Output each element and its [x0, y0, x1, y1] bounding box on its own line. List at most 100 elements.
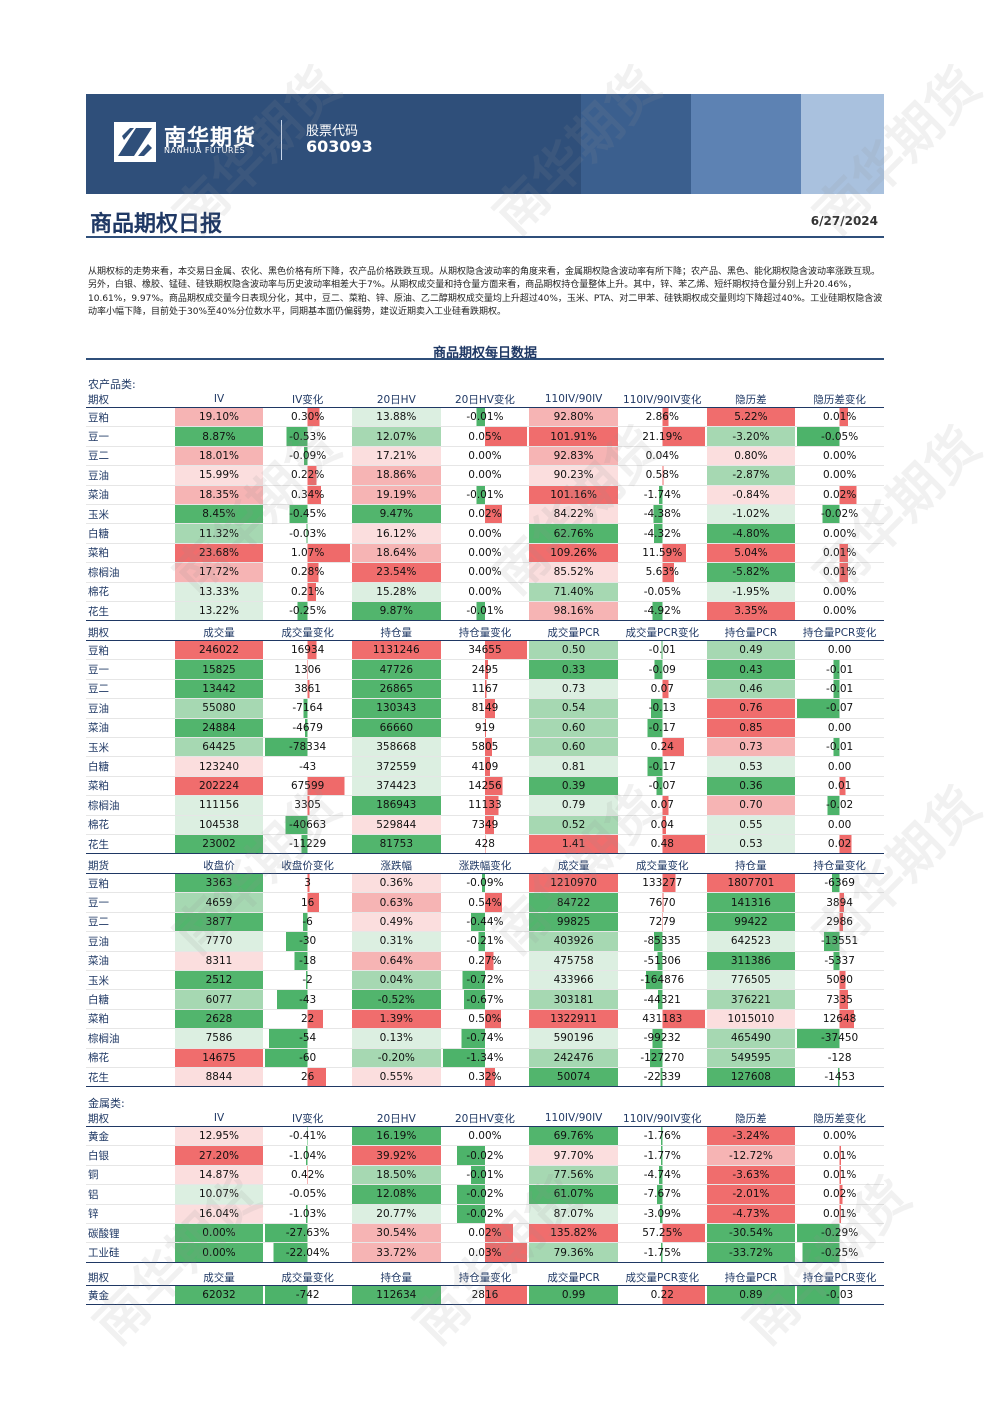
- table-cell: 14675: [174, 1048, 264, 1068]
- row-label: 碳酸锂: [86, 1223, 175, 1244]
- table-cell: -0.09%: [440, 873, 530, 894]
- table-cell: 0.00%: [440, 523, 530, 544]
- table-cell: 0.73: [529, 679, 618, 700]
- table-cell: 3894: [795, 892, 884, 913]
- table-cell: 8149: [440, 698, 530, 719]
- table-cell: -0.67%: [440, 989, 530, 1010]
- column-header: 成交量: [529, 857, 618, 874]
- table-cell: 99825: [529, 912, 618, 933]
- table-cell: 141316: [706, 892, 796, 913]
- table-cell: 0.00%: [795, 446, 884, 467]
- table-cell: 0.64%: [351, 951, 441, 971]
- agri-iv-table: 期权 IV IV变化 20日HV 20日HV变化 110IV/90IV 110IV/90IV…: [86, 391, 884, 622]
- table-cell: -742: [263, 1285, 352, 1306]
- table-row: 棉花 14675 -60 -0.20% -1.34% 242476 -127270 54959…: [86, 1048, 884, 1068]
- table-cell: -40663: [263, 815, 352, 835]
- table-cell: -0.17: [617, 756, 707, 777]
- table-cell: 0.00%: [440, 1126, 530, 1147]
- table-cell: -0.84%: [706, 485, 796, 505]
- column-header: 110IV/90IV变化: [617, 1110, 707, 1127]
- table-cell: 0.48: [617, 834, 707, 855]
- table-cell: -1.76%: [617, 1126, 707, 1147]
- report-date: 6/27/2024: [810, 214, 878, 228]
- table-cell: -4.32%: [617, 523, 707, 544]
- table-cell: -0.01%: [440, 1165, 530, 1186]
- table-row: 菜粕 23.68% 1.07% 18.64% 0.00% 109.26% 11.59% 5.0…: [86, 543, 884, 564]
- table-cell: -3.24%: [706, 1126, 796, 1147]
- table-cell: -0.25%: [263, 601, 352, 622]
- table-cell: 12.08%: [351, 1184, 441, 1205]
- table-cell: 0.01%: [795, 562, 884, 583]
- table-cell: -1.74%: [617, 485, 707, 505]
- column-header: 隐历差变化: [795, 391, 884, 408]
- table-cell: 428: [440, 834, 530, 855]
- table-cell: -0.02%: [440, 1184, 530, 1205]
- table-cell: 30.54%: [351, 1223, 441, 1244]
- table-cell: 5.22%: [706, 407, 796, 428]
- table-cell: 0.02: [795, 834, 884, 855]
- column-header: 收盘价变化: [263, 857, 352, 874]
- table-cell: 358668: [351, 737, 441, 758]
- table-row: 黄金 62032 -742 112634 2816 0.99 0.22 0.89 -0.03: [86, 1285, 884, 1306]
- table-cell: -4.92%: [617, 601, 707, 622]
- column-header: 成交量变化: [617, 857, 707, 874]
- row-label: 棉花: [86, 815, 175, 835]
- table-cell: 23002: [174, 834, 264, 855]
- table-cell: 0.01%: [795, 543, 884, 564]
- row-label: 花生: [86, 1067, 175, 1088]
- table-cell: 4109: [440, 756, 530, 777]
- table-row: 锌 16.04% -1.03% 20.77% -0.02% 87.07% -3.09% -4.…: [86, 1204, 884, 1224]
- table-cell: -33.72%: [706, 1242, 796, 1263]
- table-cell: 62032: [174, 1285, 264, 1306]
- table-cell: -3.63%: [706, 1165, 796, 1186]
- table-cell: -60: [263, 1048, 352, 1068]
- table-cell: 7349: [440, 815, 530, 835]
- table-row: 白糖 6077 -43 -0.52% -0.67% 303181 -44321 376221 7…: [86, 989, 884, 1010]
- table-cell: 0.80%: [706, 446, 796, 467]
- table-cell: 0.32%: [440, 1067, 530, 1088]
- column-header: 期货: [86, 857, 175, 874]
- row-label: 棕榈油: [86, 1028, 175, 1049]
- table-cell: 0.39: [529, 776, 618, 797]
- table-cell: 18.35%: [174, 485, 264, 505]
- table-cell: -78334: [263, 737, 352, 758]
- table-cell: 0.00%: [440, 543, 530, 564]
- table-cell: -3.09%: [617, 1204, 707, 1224]
- column-header: 收盘价: [174, 857, 264, 874]
- table-cell: -43: [263, 756, 352, 777]
- table-cell: 13.33%: [174, 582, 264, 602]
- table-cell: 376221: [706, 989, 796, 1010]
- table-cell: 1.07%: [263, 543, 352, 564]
- table-cell: 0.01%: [795, 1204, 884, 1224]
- table-row: 棕榈油 7586 -54 0.13% -0.74% 590196 -99232 465490-…: [86, 1028, 884, 1049]
- agri-volume-table: 期权 成交量 成交量变化 持仓量 持仓量变化 成交量PCR 成交量PCR变化 持仓量PCR 持仓…: [86, 624, 884, 855]
- table-row: 玉米 64425 -78334 358668 5805 0.60 0.24 0.73 -0.01: [86, 737, 884, 758]
- table-cell: 0.00%: [795, 523, 884, 544]
- table-row: 豆粕 246022 16934 1131246 34655 0.50 -0.01 0.49 0.…: [86, 640, 884, 661]
- table-cell: -0.07: [617, 776, 707, 797]
- table-cell: 39.92%: [351, 1145, 441, 1166]
- table-row: 豆一 8.87% -0.53% 12.07% 0.05% 101.91% 21.19% -3.…: [86, 426, 884, 447]
- table-cell: 0.79: [529, 795, 618, 816]
- table-cell: 33.72%: [351, 1242, 441, 1263]
- column-header: 隐历差: [706, 1110, 796, 1127]
- table-cell: -22339: [617, 1067, 707, 1088]
- table-cell: -0.29%: [795, 1223, 884, 1244]
- table-cell: -6369: [795, 873, 884, 894]
- group-label-metal: 金属类:: [88, 1097, 125, 1110]
- table-cell: 1167: [440, 679, 530, 700]
- table-cell: 0.89: [706, 1285, 796, 1306]
- table-cell: 92.83%: [529, 446, 618, 467]
- table-cell: 18.86%: [351, 465, 441, 486]
- table-cell: -7.67%: [617, 1184, 707, 1205]
- table-cell: 3305: [263, 795, 352, 816]
- row-label: 棕榈油: [86, 795, 175, 816]
- table-cell: 7770: [174, 931, 264, 952]
- table-cell: -0.05%: [263, 1184, 352, 1205]
- column-header: 20日HV: [351, 1110, 441, 1127]
- table-row: 白糖 11.32% -0.03% 16.12% 0.00% 62.76% -4.32% -4.…: [86, 523, 884, 544]
- table-row: 铜 14.87% 0.42% 18.50% -0.01% 77.56% -4.74% -3.6…: [86, 1165, 884, 1186]
- row-label: 豆油: [86, 698, 175, 719]
- stock-code-label: 股票代码: [306, 124, 359, 139]
- table-cell: 0.03%: [440, 1242, 530, 1263]
